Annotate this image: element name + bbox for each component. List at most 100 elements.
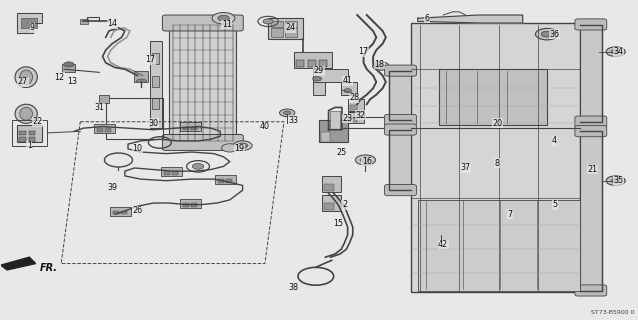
Bar xyxy=(110,207,131,216)
Text: 36: 36 xyxy=(549,30,560,39)
Bar xyxy=(324,184,334,191)
Bar xyxy=(12,120,47,146)
Text: FR.: FR. xyxy=(40,263,58,273)
Bar xyxy=(580,131,602,291)
Circle shape xyxy=(611,50,620,54)
Bar xyxy=(313,69,348,82)
Bar xyxy=(151,41,162,128)
Text: 30: 30 xyxy=(149,119,158,128)
Bar xyxy=(152,53,160,64)
Bar xyxy=(389,71,412,120)
Bar xyxy=(319,120,348,142)
Text: 16: 16 xyxy=(362,157,372,166)
Bar xyxy=(296,60,304,67)
Text: 22: 22 xyxy=(33,117,43,126)
Text: 9: 9 xyxy=(30,23,35,32)
Circle shape xyxy=(344,89,352,92)
Bar xyxy=(330,111,340,129)
Circle shape xyxy=(221,144,238,152)
Bar xyxy=(105,128,112,132)
Text: 37: 37 xyxy=(461,164,470,172)
Bar xyxy=(308,60,316,67)
Text: 10: 10 xyxy=(133,144,142,153)
Bar xyxy=(191,203,197,206)
Bar xyxy=(100,95,109,103)
Text: 1: 1 xyxy=(27,141,32,150)
Bar xyxy=(389,130,412,190)
Text: 24: 24 xyxy=(285,23,295,32)
Text: 19: 19 xyxy=(234,144,244,153)
Bar xyxy=(29,131,35,135)
Bar xyxy=(226,180,232,183)
Bar xyxy=(268,18,303,39)
Bar xyxy=(182,203,189,206)
FancyBboxPatch shape xyxy=(163,134,243,150)
Circle shape xyxy=(541,31,553,37)
Ellipse shape xyxy=(20,108,33,120)
Bar xyxy=(324,203,334,210)
Bar xyxy=(313,82,325,95)
Bar xyxy=(21,18,37,28)
Text: 38: 38 xyxy=(288,283,299,292)
Polygon shape xyxy=(1,257,36,270)
Text: 28: 28 xyxy=(349,93,359,102)
Bar xyxy=(215,175,236,184)
Text: 6: 6 xyxy=(425,14,430,23)
FancyBboxPatch shape xyxy=(385,185,417,196)
Polygon shape xyxy=(418,15,523,23)
Text: 18: 18 xyxy=(375,60,385,69)
Text: 7: 7 xyxy=(507,210,512,219)
Bar xyxy=(182,127,189,130)
Text: 2: 2 xyxy=(342,200,347,209)
FancyBboxPatch shape xyxy=(385,124,417,135)
FancyBboxPatch shape xyxy=(385,65,417,76)
Bar xyxy=(63,64,75,72)
Bar xyxy=(180,123,201,131)
Bar xyxy=(321,132,330,141)
FancyBboxPatch shape xyxy=(575,285,607,296)
Bar xyxy=(271,21,283,27)
FancyBboxPatch shape xyxy=(575,116,607,127)
Bar xyxy=(285,21,297,27)
Circle shape xyxy=(611,179,620,183)
Bar xyxy=(319,60,327,67)
Circle shape xyxy=(237,143,248,148)
Text: 5: 5 xyxy=(552,200,557,209)
Circle shape xyxy=(218,15,229,21)
Text: 14: 14 xyxy=(107,19,117,28)
Circle shape xyxy=(313,76,322,81)
Bar xyxy=(293,52,332,68)
FancyBboxPatch shape xyxy=(575,125,607,137)
Text: 8: 8 xyxy=(494,159,500,168)
Bar xyxy=(180,199,201,208)
Bar xyxy=(19,137,26,141)
Text: 29: 29 xyxy=(314,66,324,75)
Circle shape xyxy=(606,176,625,186)
Ellipse shape xyxy=(137,79,147,83)
Text: 41: 41 xyxy=(343,76,353,85)
Bar xyxy=(348,100,364,111)
Text: 34: 34 xyxy=(613,47,623,56)
Circle shape xyxy=(212,12,235,24)
Circle shape xyxy=(360,157,371,163)
Circle shape xyxy=(433,241,450,250)
Bar xyxy=(152,98,160,109)
Text: 21: 21 xyxy=(588,165,598,174)
Bar xyxy=(121,211,128,214)
Text: 13: 13 xyxy=(67,77,77,86)
Text: 11: 11 xyxy=(221,20,232,29)
Circle shape xyxy=(192,164,204,169)
Circle shape xyxy=(263,19,273,24)
FancyBboxPatch shape xyxy=(385,115,417,125)
FancyBboxPatch shape xyxy=(163,15,243,31)
Bar xyxy=(106,98,163,139)
Bar xyxy=(172,172,178,175)
Bar xyxy=(285,28,297,37)
Bar xyxy=(152,76,160,87)
Circle shape xyxy=(64,62,74,67)
Bar xyxy=(170,23,236,142)
Text: 26: 26 xyxy=(133,206,143,215)
Text: 12: 12 xyxy=(54,73,64,82)
Bar xyxy=(97,128,103,132)
Text: 42: 42 xyxy=(438,240,449,249)
